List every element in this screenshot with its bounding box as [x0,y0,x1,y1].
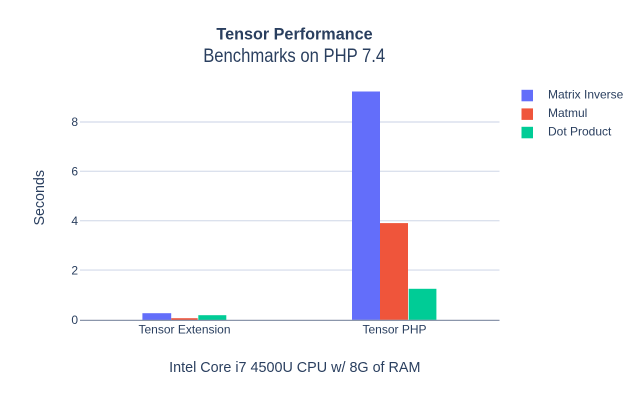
svg-text:8: 8 [71,115,78,129]
svg-text:4: 4 [71,214,78,228]
svg-text:Matmul: Matmul [548,106,587,120]
svg-text:Tensor Extension: Tensor Extension [138,323,230,337]
svg-text:6: 6 [71,165,78,179]
svg-text:Tensor Performance: Tensor Performance [216,24,372,43]
svg-text:Seconds: Seconds [31,170,48,226]
svg-text:2: 2 [71,263,78,277]
svg-text:0: 0 [71,313,78,327]
svg-text:Matrix Inverse: Matrix Inverse [548,87,624,101]
svg-text:Intel Core i7 4500U CPU w/ 8G: Intel Core i7 4500U CPU w/ 8G of RAM [169,359,420,376]
svg-text:Benchmarks on PHP 7.4: Benchmarks on PHP 7.4 [203,46,385,67]
svg-text:Tensor PHP: Tensor PHP [362,323,426,337]
svg-text:Dot Product: Dot Product [548,124,612,138]
